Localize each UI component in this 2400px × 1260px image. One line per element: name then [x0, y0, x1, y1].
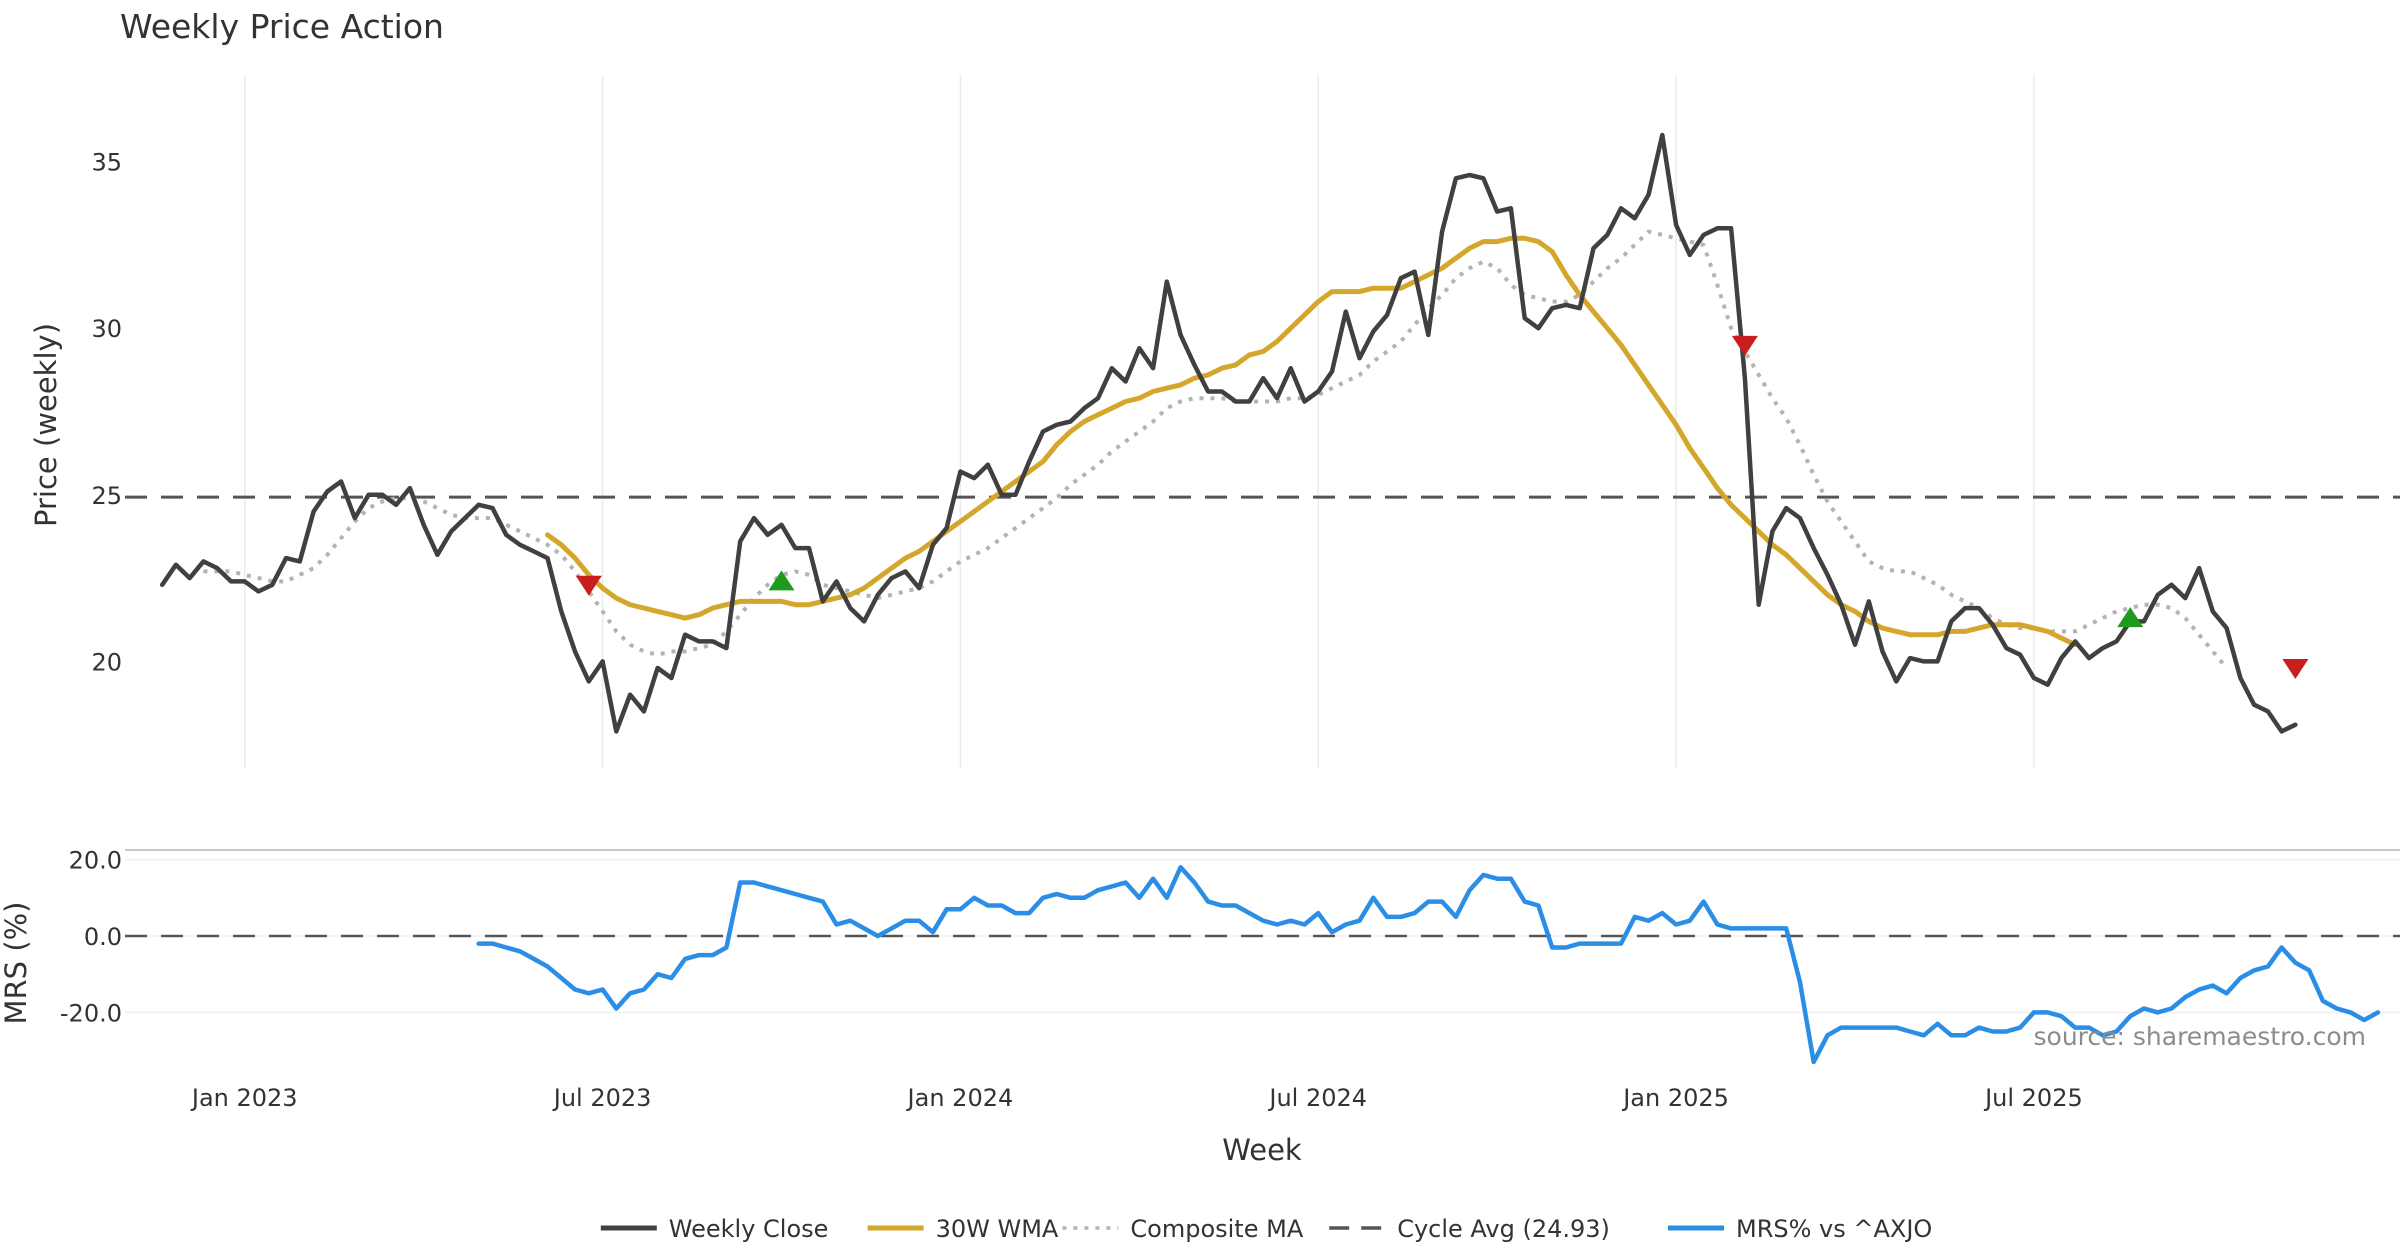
mrs-y-tick-label: -20.0 [60, 999, 122, 1027]
legend: Weekly Close 30W WMA Composite MA Cycle Avg… [600, 1215, 1932, 1243]
chart-title: Weekly Price Action [120, 7, 444, 46]
x-tick-label: Jul 2024 [1267, 1084, 1367, 1112]
sell-signal-marker [1731, 335, 1758, 356]
series-30w-wma [545, 235, 2078, 648]
legend-label-cycle-avg-24-93: Cycle Avg (24.93) [1397, 1215, 1610, 1243]
buy-signal-marker [768, 570, 795, 591]
mrs-y-tick-label: 20.0 [69, 847, 122, 875]
mrs-series-layer [125, 865, 2400, 1065]
x-tick-label: Jan 2024 [906, 1084, 1014, 1112]
price-series-layer [125, 132, 2400, 734]
sell-signal-marker [575, 575, 602, 596]
price-y-tick-label: 35 [91, 149, 122, 177]
sell-signal-marker [2282, 659, 2309, 680]
series-mrs-vs-axjo [476, 865, 2381, 1065]
mrs-y-tick-label: 0.0 [84, 923, 122, 951]
x-tick-label: Jan 2025 [1621, 1084, 1729, 1112]
price-y-tick-label: 25 [91, 482, 122, 510]
legend-label-composite-ma: Composite MA [1130, 1215, 1303, 1243]
x-tick-labels: Jan 2023 Jul 2023 Jan 2024 Jul 2024 Jan 2025… [190, 1084, 2083, 1112]
signal-markers [575, 335, 2309, 680]
legend-label-mrs-vs-axjo: MRS% vs ^AXJO [1736, 1215, 1932, 1243]
source-annotation: source: sharemaestro.com [2034, 1022, 2367, 1051]
buy-signal-marker [2117, 607, 2144, 628]
mrs-y-tick-labels: 20.0 0.0 -20.0 [60, 847, 122, 1028]
series-weekly-close [159, 132, 2298, 734]
x-axis-label: Week [1222, 1133, 1302, 1167]
price-y-tick-label: 20 [91, 648, 122, 676]
x-tick-label: Jul 2025 [1983, 1084, 2083, 1112]
legend-label-weekly-close: Weekly Close [669, 1215, 829, 1243]
price-gridlines [243, 75, 2035, 768]
legend-label-30w-wma: 30W WMA [936, 1215, 1059, 1243]
x-tick-label: Jan 2023 [190, 1084, 298, 1112]
x-tick-label: Jul 2023 [552, 1084, 652, 1112]
price-y-tick-label: 30 [91, 315, 122, 343]
series-composite-ma [203, 229, 2229, 670]
mrs-y-axis-label: MRS (%) [0, 902, 33, 1025]
price-y-tick-labels: 20 25 30 35 [91, 149, 122, 677]
price-y-axis-label: Price (weekly) [29, 323, 63, 527]
